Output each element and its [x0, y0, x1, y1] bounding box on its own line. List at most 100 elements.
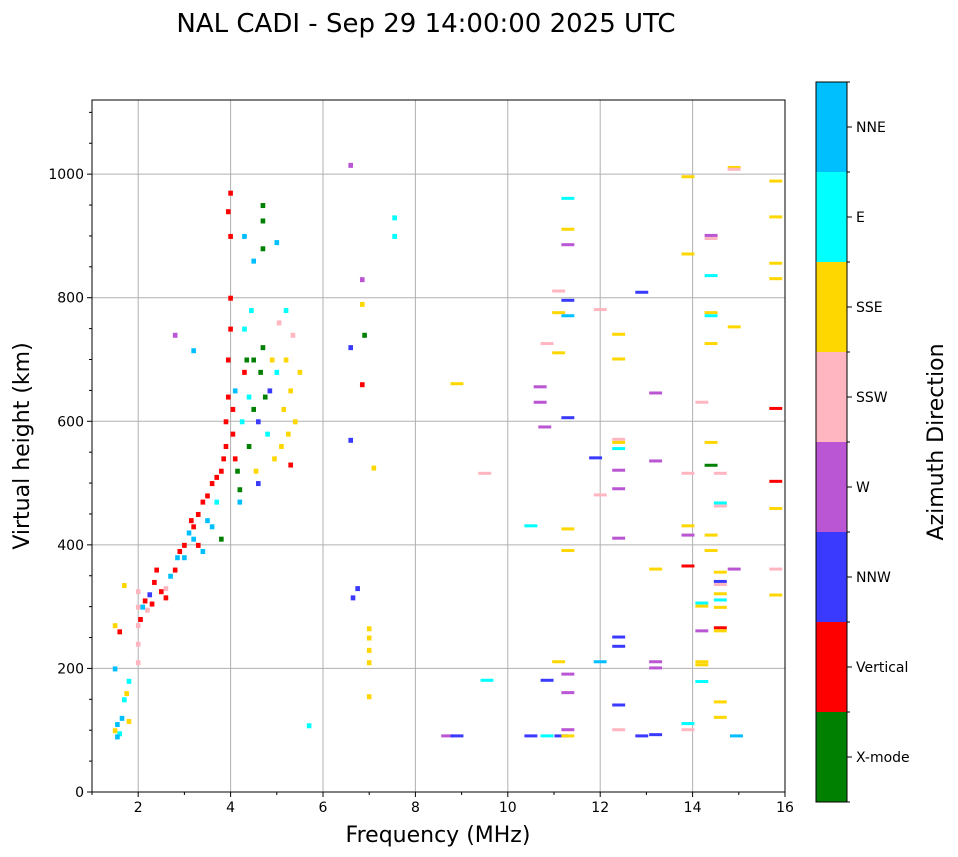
data-point-ssw	[713, 504, 727, 508]
data-point-w	[704, 233, 718, 237]
colorbar-tick-label: W	[856, 480, 870, 496]
data-point-ssw	[695, 400, 709, 404]
data-point-sse	[704, 342, 718, 346]
data-point-e	[713, 501, 727, 505]
data-point-e	[246, 394, 252, 400]
data-point-w	[612, 468, 626, 472]
data-point-ssw	[593, 493, 607, 497]
data-point-nne	[115, 722, 120, 728]
colorbar-swatch-vertical	[816, 622, 847, 712]
data-point-vertical	[117, 629, 123, 635]
x-tick-label: 6	[319, 800, 328, 816]
data-point-vertical	[138, 617, 143, 622]
data-point-sse	[713, 592, 727, 596]
data-point-sse	[769, 215, 783, 219]
data-point-vertical	[769, 479, 783, 483]
data-point-nnw	[554, 734, 568, 738]
colorbar-swatch-nnw	[816, 532, 847, 622]
data-point-nne	[115, 734, 120, 740]
data-point-sse	[769, 261, 783, 265]
data-point-vertical	[191, 524, 196, 530]
data-point-nne	[112, 666, 118, 672]
data-point-nnw	[524, 734, 538, 738]
data-point-x-mode	[251, 406, 257, 412]
data-point-sse	[612, 357, 626, 361]
data-point-sse	[769, 277, 783, 281]
data-point-w	[649, 660, 663, 664]
data-point-e	[704, 274, 718, 278]
data-point-e	[392, 233, 397, 239]
data-point-ssw	[135, 589, 141, 595]
data-point-w	[359, 277, 365, 283]
data-point-e	[681, 722, 695, 726]
y-tick-label: 1000	[48, 167, 84, 183]
data-point-nne	[119, 715, 125, 721]
data-point-sse	[371, 465, 377, 471]
data-point-x-mode	[260, 345, 266, 351]
data-point-nne	[186, 530, 192, 536]
data-point-x-mode	[260, 218, 266, 224]
data-point-nnw	[540, 678, 554, 682]
colorbar-swatch-sse	[816, 262, 847, 352]
data-point-nnw	[635, 734, 649, 738]
data-point-sse	[561, 734, 575, 738]
data-point-vertical	[225, 394, 231, 400]
data-point-vertical	[214, 474, 220, 480]
data-point-nne	[561, 314, 575, 318]
data-point-sse	[695, 663, 709, 667]
data-point-vertical	[223, 444, 229, 449]
data-point-sse	[769, 507, 783, 511]
data-point-sse	[561, 227, 575, 231]
data-point-vertical	[195, 511, 201, 517]
axes: 2 4 6 8 10 12 14 16 0 200 400 600 800 1000	[48, 111, 794, 816]
data-point-sse	[366, 660, 372, 666]
data-point-e	[214, 499, 220, 505]
data-point-ssw	[593, 308, 607, 312]
data-point-x-mode	[246, 444, 252, 449]
data-point-ssw	[681, 728, 695, 732]
data-point-ssw	[727, 167, 741, 171]
colorbar-swatch-ssw	[816, 352, 847, 442]
x-tick-label: 8	[411, 800, 420, 816]
data-point-sse	[279, 444, 284, 449]
data-point-w	[612, 536, 626, 540]
colorbar-swatch-x-mode	[816, 712, 847, 802]
data-point-nne	[182, 555, 187, 561]
data-point-sse	[288, 388, 293, 394]
data-point-sse	[704, 440, 718, 444]
data-point-x-mode	[362, 332, 367, 338]
data-point-x-mode	[235, 468, 240, 474]
data-point-ssw	[135, 641, 141, 647]
data-point-sse	[612, 440, 626, 444]
data-point-sse	[297, 369, 303, 375]
data-point-nnw	[350, 595, 356, 601]
data-point-e	[704, 314, 718, 318]
data-point-sse	[269, 357, 275, 363]
data-point-nne	[242, 233, 247, 239]
data-point-nnw	[561, 416, 575, 420]
data-point-sse	[727, 165, 741, 169]
data-point-vertical	[172, 567, 178, 573]
data-point-x-mode	[219, 536, 224, 542]
data-point-w	[538, 425, 552, 429]
data-point-vertical	[242, 369, 247, 375]
data-point-vertical	[359, 382, 365, 388]
data-point-e	[126, 678, 132, 684]
data-point-ssw	[135, 623, 141, 629]
data-point-nnw	[612, 703, 626, 707]
data-point-sse	[281, 406, 287, 412]
data-point-x-mode	[260, 203, 266, 209]
data-point-w	[695, 629, 709, 633]
data-point-sse	[713, 570, 727, 574]
data-point-e	[695, 601, 709, 605]
data-point-x-mode	[258, 369, 263, 375]
data-point-e	[249, 308, 254, 314]
data-point-sse	[359, 301, 365, 307]
data-point-vertical	[232, 456, 238, 462]
y-tick-label: 0	[75, 785, 84, 801]
data-point-sse	[704, 311, 718, 315]
data-point-nnw	[355, 586, 360, 592]
data-point-sse	[552, 351, 566, 355]
data-point-sse	[681, 175, 695, 179]
